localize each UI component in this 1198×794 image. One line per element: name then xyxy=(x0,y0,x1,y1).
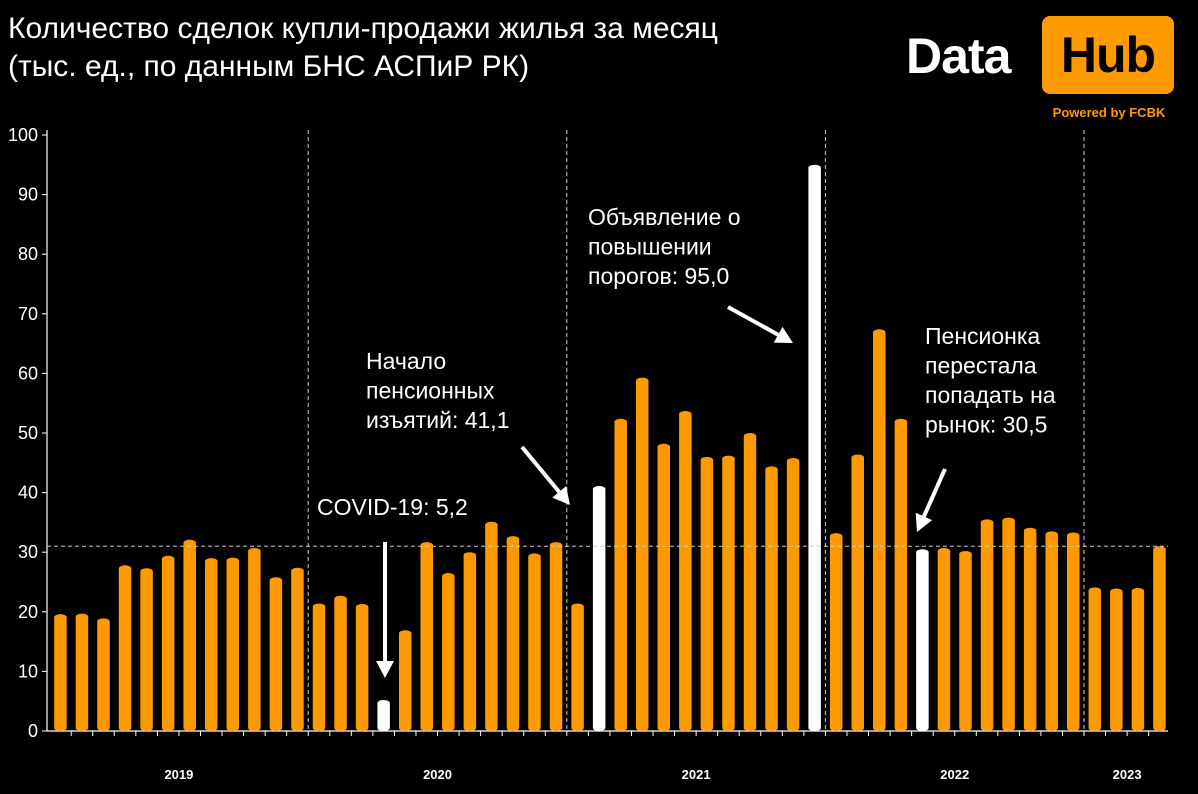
y-tick-label: 70 xyxy=(18,304,38,324)
bar xyxy=(571,603,584,731)
bar xyxy=(937,548,951,731)
annotation-text: перестала xyxy=(925,353,1037,379)
annotation-arrow xyxy=(727,305,780,337)
y-tick-label: 30 xyxy=(18,542,38,562)
bar xyxy=(205,558,218,731)
bar xyxy=(248,548,261,731)
bar xyxy=(700,456,714,731)
bar xyxy=(980,519,994,731)
bar xyxy=(334,595,347,731)
bar xyxy=(1131,587,1145,731)
logo-word-data: Data xyxy=(906,28,1011,84)
bar xyxy=(528,553,541,731)
bar xyxy=(97,618,110,731)
bar xyxy=(1023,527,1037,731)
bar xyxy=(75,613,89,731)
annotation-arrow xyxy=(520,445,561,494)
annotation-text: рынок: 30,5 xyxy=(925,412,1047,438)
chart-title: Количество сделок купли-продажи жилья за… xyxy=(8,10,718,86)
bar xyxy=(226,557,240,731)
logo-word-hub: Hub xyxy=(1042,16,1174,94)
y-tick-label: 50 xyxy=(18,423,38,443)
bar xyxy=(1088,587,1102,731)
annotation-arrowhead xyxy=(552,486,570,505)
bar xyxy=(161,555,175,731)
y-tick-label: 90 xyxy=(18,185,38,205)
title-line-1: Количество сделок купли-продажи жилья за… xyxy=(8,12,718,45)
y-tick-label: 20 xyxy=(18,602,38,622)
datahub-logo: Data Hub Powered by FCBK xyxy=(902,16,1174,122)
bar xyxy=(398,630,412,731)
bar xyxy=(829,533,843,731)
annotation-text: COVID-19: 5,2 xyxy=(317,494,468,520)
bar xyxy=(1153,546,1166,731)
bar xyxy=(183,539,196,731)
y-tick-label: 100 xyxy=(8,125,38,145)
bar xyxy=(269,577,283,731)
bar xyxy=(355,604,369,731)
annotation-text: повышении xyxy=(588,234,712,260)
annotation-text: порогов: 95,0 xyxy=(588,263,729,289)
y-tick-label: 80 xyxy=(18,244,38,264)
annotation-arrowhead xyxy=(915,512,933,532)
annotation-text: попадать на xyxy=(925,382,1056,408)
bar xyxy=(743,433,757,731)
bar xyxy=(765,466,778,731)
bar xyxy=(916,549,929,731)
bar xyxy=(1002,517,1015,731)
bar xyxy=(679,410,692,731)
annotation-arrowhead xyxy=(773,326,793,343)
bar xyxy=(118,565,132,731)
bar xyxy=(485,521,498,731)
title-line-2: (тыс. ед., по данным БНС АСПиР РК) xyxy=(8,50,530,83)
annotation-text: Объявление о xyxy=(588,204,741,230)
bar xyxy=(377,700,390,731)
bar xyxy=(1045,531,1058,731)
bar xyxy=(1110,588,1123,731)
bar xyxy=(592,486,606,731)
year-label: 2020 xyxy=(423,767,452,782)
bar xyxy=(442,573,455,731)
annotation-text: Пенсионка xyxy=(925,323,1040,349)
bar xyxy=(808,164,821,732)
bar xyxy=(1067,532,1080,731)
annotation-arrowhead xyxy=(376,661,394,678)
annotation-arrow xyxy=(922,468,947,518)
bar xyxy=(54,614,67,731)
annotation-text: изъятий: 41,1 xyxy=(366,407,510,433)
annotation-text: пенсионных xyxy=(366,378,495,404)
bar xyxy=(506,536,520,731)
bar xyxy=(657,443,671,731)
bar xyxy=(873,329,886,731)
bar xyxy=(636,377,649,731)
year-label: 2021 xyxy=(682,767,711,782)
annotation-text: Начало xyxy=(366,348,446,374)
y-tick-label: 10 xyxy=(18,661,38,681)
y-tick-label: 40 xyxy=(18,483,38,503)
y-tick-label: 0 xyxy=(28,721,38,741)
bar xyxy=(140,568,153,731)
bar xyxy=(463,552,477,731)
logo-powered-by: Powered by FCBK xyxy=(1052,105,1166,120)
bar xyxy=(291,567,304,731)
bar xyxy=(959,551,972,731)
year-label: 2023 xyxy=(1113,767,1142,782)
bar xyxy=(722,455,735,731)
year-label: 2019 xyxy=(164,767,193,782)
year-label: 2022 xyxy=(940,767,969,782)
bar xyxy=(786,458,800,731)
bar xyxy=(851,454,864,731)
bar xyxy=(420,542,433,731)
bar xyxy=(614,418,627,731)
bar xyxy=(312,603,326,731)
y-tick-label: 60 xyxy=(18,363,38,383)
bar xyxy=(549,542,563,731)
bar xyxy=(894,418,908,731)
